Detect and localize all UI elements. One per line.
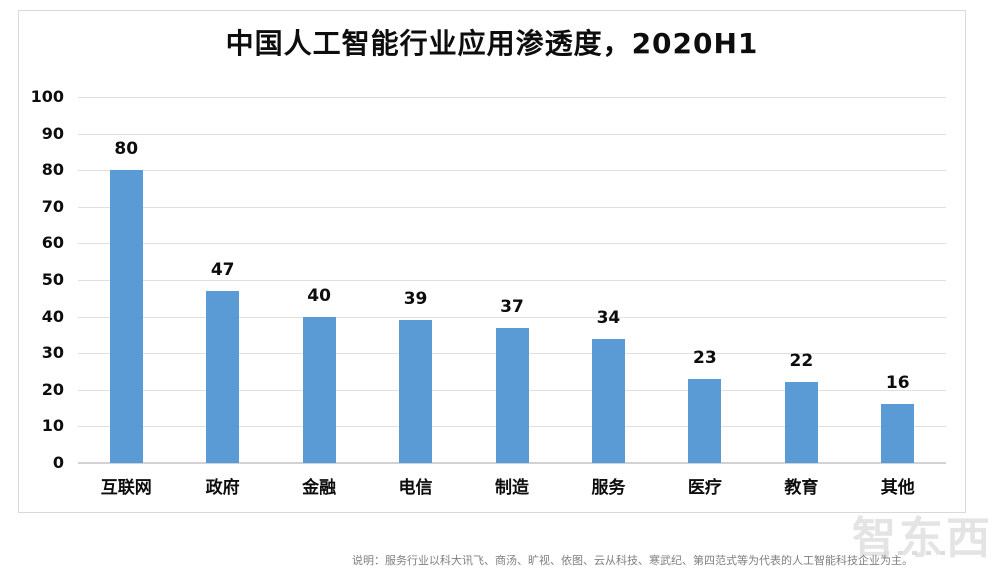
gridline (78, 280, 946, 281)
watermark-subrow-decoration (884, 551, 974, 555)
bar-value-label: 22 (789, 351, 814, 372)
gridline (78, 170, 946, 172)
y-tick-label: 100 (30, 87, 64, 106)
x-category-label: 医疗 (687, 478, 722, 498)
x-category-label: 服务 (591, 478, 626, 498)
x-category-label: 其他 (880, 478, 915, 498)
gridline (78, 316, 946, 318)
x-axis-line (78, 462, 946, 464)
gridline (78, 133, 946, 135)
y-tick-label: 0 (52, 453, 64, 472)
chart-title: 中国人工智能行业应用渗透度，2020H1 (225, 27, 759, 60)
bar-政府 (206, 290, 240, 463)
bar-value-label: 37 (500, 296, 524, 317)
bar-value-label: 39 (403, 289, 428, 310)
bar-互联网 (109, 170, 143, 463)
x-category-label: 互联网 (100, 478, 152, 498)
y-tick-label: 60 (41, 233, 64, 253)
gridline (78, 206, 946, 208)
bar-医疗 (688, 378, 722, 463)
y-tick-label: 40 (41, 306, 64, 326)
y-tick-label: 70 (41, 196, 64, 216)
y-tick-label: 90 (41, 123, 64, 143)
x-category-label: 教育 (784, 478, 819, 498)
bar-服务 (591, 338, 625, 463)
y-tick-label: 80 (41, 160, 64, 180)
gridline (78, 243, 946, 245)
source-note: 说明：服务行业以科大讯飞、商汤、旷视、依图、云从科技、寒武纪、第四范式等为代表的… (352, 554, 913, 567)
x-category-label: 政府 (205, 478, 240, 498)
y-tick-label: 30 (41, 343, 64, 363)
bar-其他 (881, 404, 915, 463)
x-category-label: 电信 (398, 478, 433, 498)
bar-value-label: 47 (210, 259, 235, 280)
bar-value-label: 16 (885, 373, 910, 394)
y-tick-label: 20 (41, 379, 64, 399)
bar-电信 (399, 320, 433, 463)
y-tick-label: 50 (41, 270, 64, 289)
bar-教育 (784, 382, 818, 463)
bar-value-label: 34 (596, 307, 621, 328)
bar-value-label: 23 (693, 347, 717, 368)
x-category-label: 制造 (495, 478, 529, 498)
gridline (78, 97, 946, 98)
bar-value-label: 40 (307, 285, 331, 306)
bar-制造 (495, 327, 529, 463)
bar-金融 (302, 316, 336, 463)
x-category-label: 金融 (302, 478, 337, 498)
y-tick-label: 10 (41, 416, 64, 436)
bar-value-label: 80 (114, 139, 139, 160)
watermark-zhidongxi-logo: 智东西 (852, 513, 993, 564)
